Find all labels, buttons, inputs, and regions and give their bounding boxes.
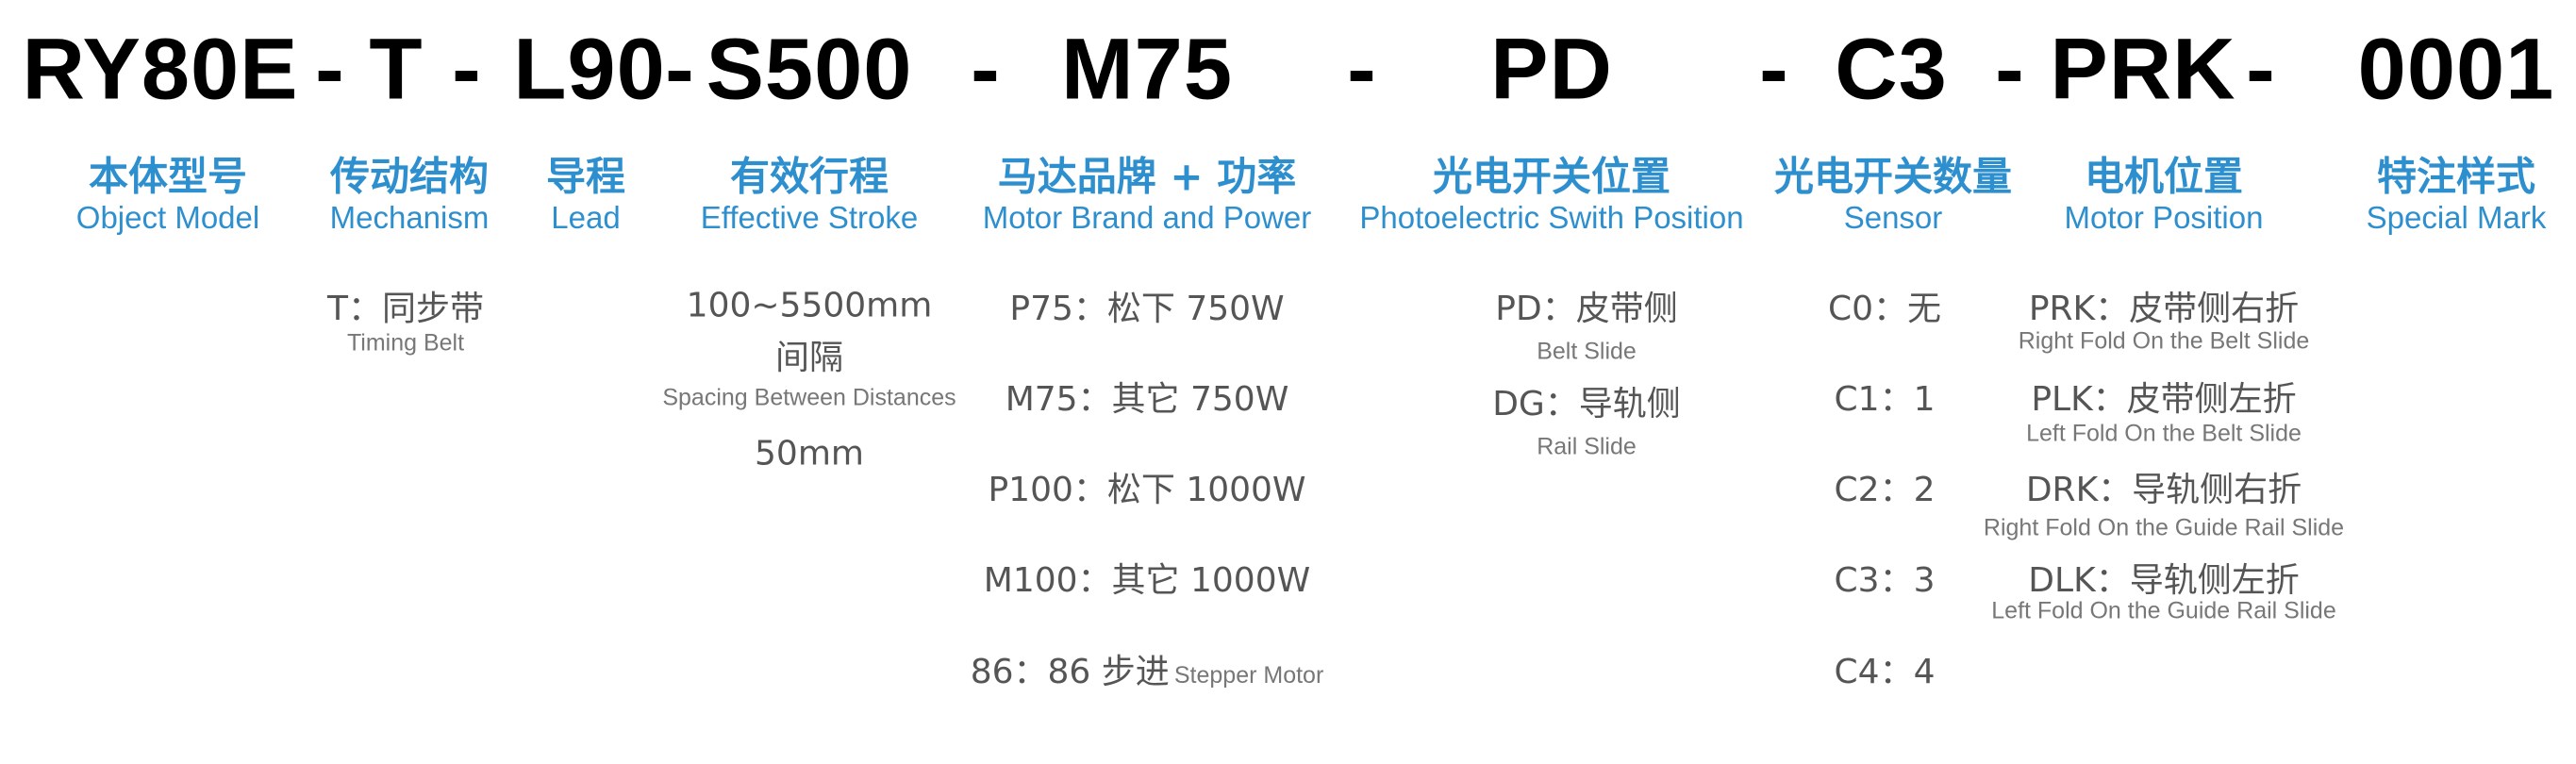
header-en: Lead: [551, 200, 621, 235]
code-lead: L90: [513, 21, 666, 118]
header-en: Special Mark: [2366, 200, 2547, 235]
motor-position-option-en: Right Fold On the Belt Slide: [2018, 327, 2310, 355]
header-en: Sensor: [1843, 200, 1943, 235]
stroke-range: 100~5500mm: [686, 286, 933, 325]
header-en: Mechanism: [329, 200, 490, 235]
motor-position-option: DRK：导轨侧右折: [2025, 471, 2302, 509]
code-mechanism: T: [369, 21, 424, 118]
header-cn: 本体型号: [88, 153, 248, 200]
code-separator: -: [971, 21, 1001, 118]
sensor-option: C2：2: [1834, 471, 1936, 509]
header-en: Effective Stroke: [700, 200, 919, 235]
header-cn: 光电开关数量: [1773, 153, 2013, 200]
code-separator: -: [452, 21, 482, 118]
switch-position-option-en: Rail Slide: [1537, 433, 1637, 460]
code-separator: -: [1759, 21, 1789, 118]
motor-option-main: 86：86 步进: [970, 653, 1170, 691]
code-separator: -: [1995, 21, 2025, 118]
code-motor: M75: [1061, 21, 1233, 118]
motor-position-option-en: Left Fold On the Belt Slide: [2026, 420, 2302, 447]
sensor-option: C3：3: [1834, 561, 1936, 600]
code-separator: -: [2246, 21, 2276, 118]
switch-position-option: PD：皮带侧: [1495, 290, 1678, 328]
code-motor-position: PRK: [2050, 21, 2236, 118]
motor-option: 86：86 步进 Stepper Motor: [971, 644, 1324, 693]
stroke-spacing-label-en: Spacing Between Distances: [662, 384, 956, 411]
motor-option: M100：其它 1000W: [983, 561, 1311, 600]
code-separator: -: [1347, 21, 1377, 118]
code-switch-position: PD: [1490, 21, 1613, 118]
sensor-option: C4：4: [1834, 653, 1936, 691]
header-cn: 传动结构: [329, 153, 490, 200]
code-sensor: C3: [1835, 21, 1948, 118]
sensor-option: C0：无: [1827, 290, 1942, 328]
header-cn: 有效行程: [729, 153, 889, 200]
code-separator: -: [665, 21, 695, 118]
code-model: RY80E: [22, 21, 299, 118]
stroke-spacing-label: 间隔: [774, 339, 844, 377]
motor-position-option: PRK：皮带侧右折: [2028, 290, 2300, 328]
header-en: Motor Brand and Power: [982, 200, 1312, 235]
motor-option: P75：松下 750W: [1009, 290, 1285, 328]
header-cn: 马达品牌 + 功率: [997, 153, 1297, 200]
motor-position-option-en: Right Fold On the Guide Rail Slide: [1983, 514, 2345, 541]
motor-option: P100：松下 1000W: [988, 471, 1306, 509]
header-cn: 导程: [545, 153, 626, 200]
motor-position-option: DLK：导轨侧左折: [2028, 561, 2300, 600]
header-en: Motor Position: [2064, 200, 2264, 235]
header-cn: 光电开关位置: [1432, 153, 1671, 200]
sensor-option: C1：1: [1834, 380, 1936, 419]
mechanism-option: T：同步带: [327, 290, 484, 328]
mechanism-option-en: Timing Belt: [346, 329, 465, 357]
code-stroke: S500: [706, 21, 913, 118]
header-cn: 特注样式: [2376, 153, 2536, 200]
switch-position-option-en: Belt Slide: [1537, 338, 1637, 365]
motor-position-option-en: Left Fold On the Guide Rail Slide: [1991, 597, 2336, 624]
motor-option-en: Stepper Motor: [1173, 662, 1324, 689]
header-en: Object Model: [75, 200, 260, 235]
motor-position-option: PLK：皮带侧左折: [2031, 380, 2297, 419]
header-cn: 电机位置: [2084, 153, 2244, 200]
switch-position-option: DG：导轨侧: [1492, 385, 1681, 424]
code-special-mark: 0001: [2357, 21, 2555, 118]
motor-option: M75：其它 750W: [1005, 380, 1289, 419]
header-en: Photoelectric Swith Position: [1359, 200, 1744, 235]
code-separator: -: [315, 21, 345, 118]
stroke-spacing-value: 50mm: [755, 434, 864, 473]
